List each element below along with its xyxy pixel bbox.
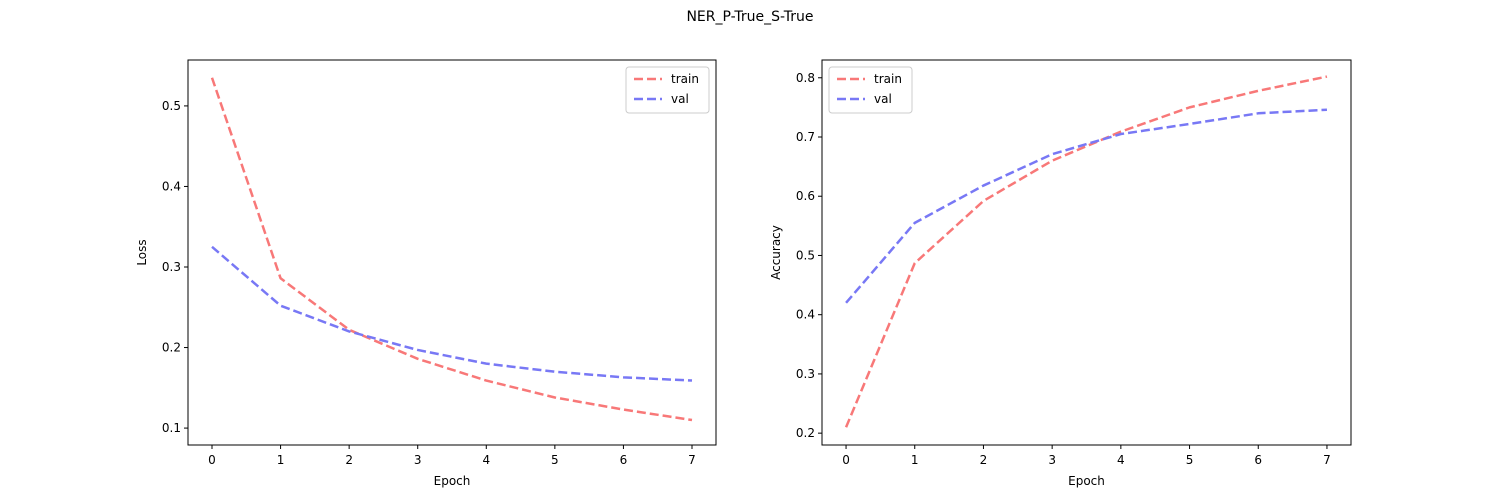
- loss-y-tick-label: 0.1: [162, 421, 181, 435]
- accuracy-axes-frame: [821, 59, 1352, 446]
- accuracy-legend: train val: [828, 66, 913, 114]
- loss-x-tick-label: 0: [208, 453, 216, 467]
- loss-x-tick-label: 4: [482, 453, 490, 467]
- accuracy-series-train-line: [844, 75, 1328, 428]
- loss-y-tick-label: 0.3: [162, 260, 181, 274]
- accuracy-legend-val-label: val: [874, 92, 892, 106]
- loss-y-tick-label: 0.2: [162, 341, 181, 355]
- accuracy-y-tick-label: 0.8: [796, 71, 815, 85]
- accuracy-x-tick-label: 4: [1117, 453, 1125, 467]
- loss-series-val-line: [211, 245, 693, 382]
- figure-title: NER_P-True_S-True: [686, 9, 813, 25]
- loss-y-tick-label: 0.4: [162, 179, 181, 193]
- accuracy-x-tick-label: 3: [1048, 453, 1056, 467]
- loss-x-tick-label: 5: [551, 453, 559, 467]
- loss-legend-train-label: train: [671, 72, 699, 86]
- loss-axes-frame: [187, 59, 717, 446]
- accuracy-series-val-line: [845, 108, 1328, 304]
- accuracy-legend-train-label: train: [874, 72, 902, 86]
- loss-legend: train val: [625, 66, 710, 114]
- loss-x-axis-label: Epoch: [434, 474, 471, 488]
- accuracy-y-tick-label: 0.6: [796, 189, 815, 203]
- accuracy-x-tick-label: 0: [842, 453, 850, 467]
- accuracy-y-tick-label: 0.4: [796, 308, 815, 322]
- loss-x-tick-label: 1: [277, 453, 285, 467]
- loss-chart: 0 1 2 3 4 5 6 7 0.1 0.2 0.3 0.4 0.5 Epoch Loss train val: [135, 59, 717, 488]
- loss-x-tick-label: 6: [620, 453, 628, 467]
- loss-y-axis-label: Loss: [135, 239, 149, 265]
- loss-y-tick-label: 0.5: [162, 99, 181, 113]
- loss-x-tick-label: 2: [345, 453, 353, 467]
- accuracy-y-tick-label: 0.3: [796, 367, 815, 381]
- accuracy-x-tick-label: 1: [911, 453, 919, 467]
- accuracy-chart: 0 1 2 3 4 5 6 7 0.2 0.3 0.4 0.5 0.6 0.7 0.8 Epoch Accura…: [769, 59, 1352, 488]
- accuracy-x-tick-label: 6: [1254, 453, 1262, 467]
- accuracy-y-tick-label: 0.5: [796, 248, 815, 262]
- accuracy-y-tick-label: 0.2: [796, 426, 815, 440]
- accuracy-x-tick-label: 2: [980, 453, 988, 467]
- loss-x-tick-label: 3: [414, 453, 422, 467]
- accuracy-x-tick-label: 5: [1186, 453, 1194, 467]
- loss-series-train-line: [210, 77, 693, 422]
- loss-legend-box: [625, 66, 710, 114]
- accuracy-y-tick-label: 0.7: [796, 130, 815, 144]
- loss-legend-val-label: val: [671, 92, 689, 106]
- accuracy-x-axis-label: Epoch: [1068, 474, 1105, 488]
- accuracy-y-axis-label: Accuracy: [769, 225, 783, 280]
- accuracy-x-tick-label: 7: [1323, 453, 1331, 467]
- loss-x-tick-label: 7: [688, 453, 696, 467]
- accuracy-legend-box: [828, 66, 913, 114]
